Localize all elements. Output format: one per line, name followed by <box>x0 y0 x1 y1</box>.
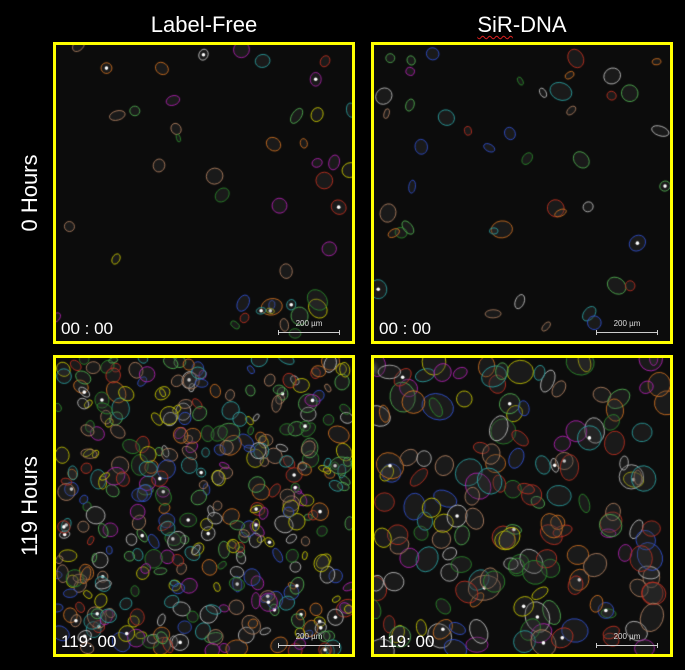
scale-bar-label: 200 µm <box>613 632 641 641</box>
timestamp: 119: 00 <box>61 632 117 651</box>
timestamp: 00 : 00 <box>61 319 113 338</box>
sir-spellcheck-word: SiR <box>477 12 513 37</box>
scale-bar: 200 µm <box>596 319 658 335</box>
scale-bar-label: 200 µm <box>295 319 323 328</box>
microscopy-image <box>56 358 352 654</box>
panel-sir-dna-119h: 200 µm 119: 00 <box>371 355 673 657</box>
panel-label-free-119h: 200 µm 119: 00 <box>53 355 355 657</box>
column-title-label-free: Label-Free <box>150 12 258 37</box>
sir-dna-suffix: -DNA <box>512 12 567 37</box>
panel-label-free-0h: 200 µm 00 : 00 <box>53 42 355 344</box>
scale-bar: 200 µm <box>278 632 340 648</box>
column-title-sir-dna: SiR-DNA <box>371 12 673 38</box>
microscopy-image <box>374 45 670 341</box>
panel-sir-dna-0h: 200 µm 00 : 00 <box>371 42 673 344</box>
scale-bar-label: 200 µm <box>295 632 323 641</box>
scale-bar: 200 µm <box>278 319 340 335</box>
microscopy-image <box>56 45 352 341</box>
scale-bar: 200 µm <box>596 632 658 648</box>
row-title-119-hours: 119 Hours <box>17 456 42 556</box>
timestamp: 00 : 00 <box>379 319 431 338</box>
row-title-0-hours: 0 Hours <box>17 154 42 232</box>
timestamp: 119: 00 <box>379 632 435 651</box>
scale-bar-label: 200 µm <box>613 319 641 328</box>
microscopy-image <box>374 358 670 654</box>
